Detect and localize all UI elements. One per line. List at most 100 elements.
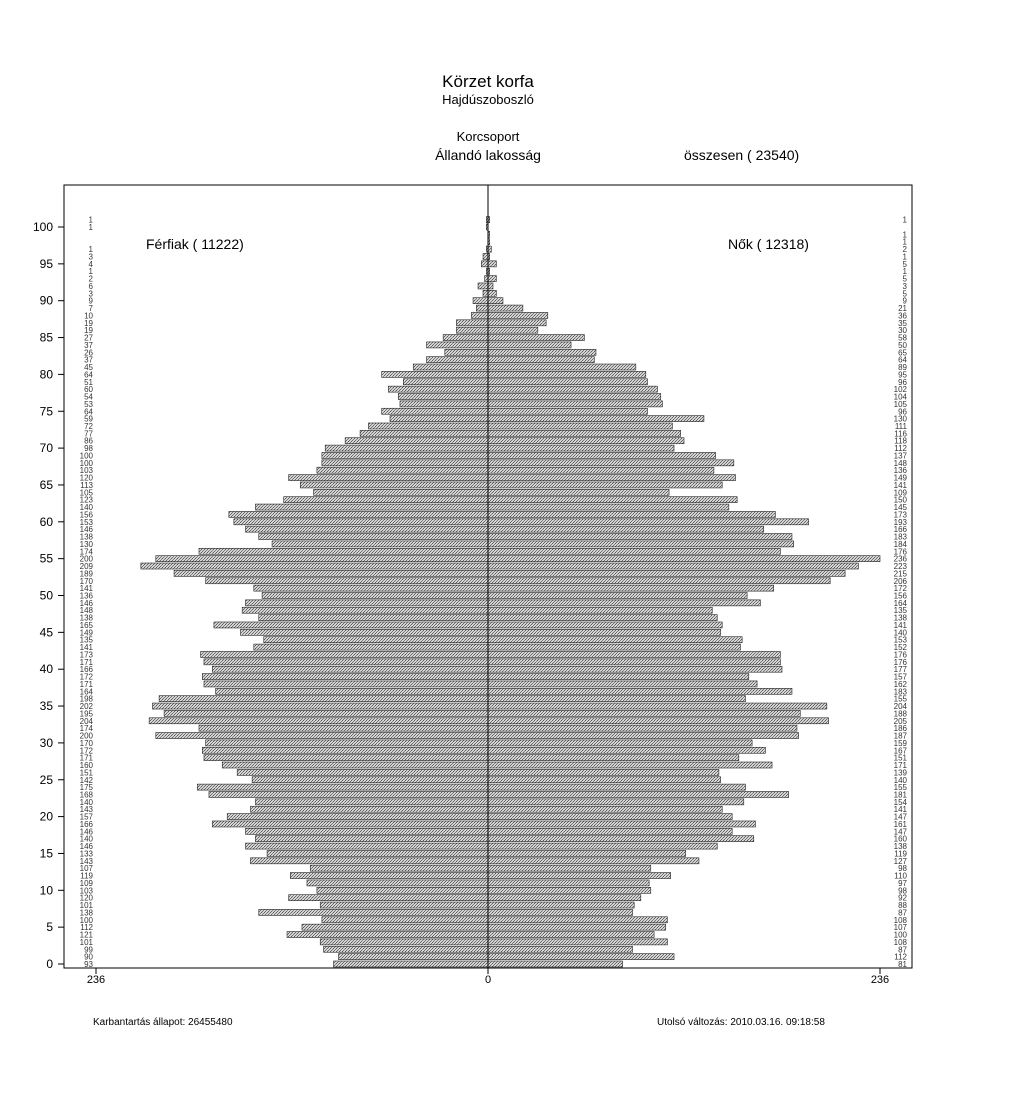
female-bar-age-28 [487, 754, 740, 761]
female-value-age-77: 104 [894, 393, 908, 402]
y-tick-label-15: 15 [40, 846, 54, 860]
y-tick-label-65: 65 [40, 478, 54, 492]
female-value-age-13: 98 [898, 864, 907, 873]
female-value-age-78: 102 [894, 385, 908, 394]
male-value-age-49: 146 [80, 599, 94, 608]
female-value-age-95: 5 [903, 260, 908, 269]
total-label: összesen ( 23540) [684, 147, 800, 163]
female-bar-age-21 [487, 805, 723, 813]
male-value-age-69: 100 [80, 451, 94, 460]
female-bar-age-93 [487, 275, 497, 282]
male-bar-age-82 [426, 356, 489, 363]
female-value-age-44: 153 [894, 636, 908, 645]
female-value-age-101: 1 [903, 216, 908, 225]
female-value-age-34: 188 [894, 709, 908, 718]
female-bar-age-10 [487, 886, 652, 894]
male-value-age-91: 3 [89, 289, 94, 298]
female-bar-age-19 [487, 820, 756, 828]
male-value-age-32: 174 [80, 724, 94, 733]
female-bar-age-18 [487, 828, 733, 835]
female-value-age-24: 155 [894, 783, 908, 792]
female-bar-age-7 [487, 909, 633, 916]
male-bar-age-76 [399, 400, 489, 408]
male-bar-age-15 [266, 850, 489, 857]
y-tick-label-55: 55 [40, 552, 54, 566]
male-value-age-14: 143 [80, 857, 94, 866]
male-value-age-61: 156 [80, 510, 94, 519]
legend-men: Férfiak ( 11222) [146, 236, 244, 252]
female-value-age-55: 236 [894, 555, 908, 564]
male-value-age-27: 160 [80, 761, 94, 770]
female-value-age-12: 110 [894, 872, 907, 881]
male-value-age-12: 119 [80, 872, 93, 881]
female-bar-age-36 [487, 695, 746, 702]
male-value-age-51: 141 [80, 584, 94, 593]
female-bar-age-43 [487, 643, 741, 651]
footer-maintenance-status: Karbantartás állapot: 26455480 [93, 1017, 233, 1028]
female-bar-age-9 [487, 894, 642, 901]
female-value-age-9: 92 [898, 894, 907, 903]
female-value-age-79: 96 [898, 378, 907, 387]
male-bar-age-42 [200, 651, 489, 658]
male-value-age-82: 37 [84, 356, 93, 365]
male-value-age-41: 171 [80, 658, 94, 667]
female-value-age-8: 88 [898, 901, 907, 910]
x-tick-label-0: 236 [87, 974, 105, 986]
male-value-age-84: 37 [84, 341, 93, 350]
male-value-age-37: 164 [80, 687, 94, 696]
male-bar-age-33 [148, 717, 489, 725]
y-tick-label-85: 85 [40, 331, 54, 345]
male-bar-age-68 [321, 459, 489, 467]
male-bar-age-25 [251, 776, 489, 784]
male-bar-age-50 [261, 592, 489, 599]
male-value-age-0: 93 [84, 960, 93, 969]
male-value-age-7: 138 [80, 908, 94, 917]
male-bar-age-43 [253, 643, 489, 651]
male-bar-age-77 [398, 393, 489, 400]
female-bar-age-13 [487, 864, 652, 872]
male-bar-age-40 [211, 665, 489, 673]
female-value-age-92: 3 [903, 282, 908, 291]
male-bar-age-62 [255, 503, 489, 511]
male-value-age-15: 133 [80, 849, 94, 858]
male-value-age-40: 166 [80, 665, 94, 674]
chart-subtitle: Hajdúszoboszló [442, 92, 534, 107]
male-value-age-4: 121 [80, 931, 94, 940]
female-bar-age-90 [487, 297, 504, 305]
male-bar-age-23 [208, 791, 489, 798]
female-bar-age-2 [487, 945, 633, 953]
female-bar-age-82 [487, 356, 595, 363]
female-value-age-2: 87 [898, 945, 907, 954]
female-value-age-71: 118 [894, 437, 907, 446]
y-tick-label-75: 75 [40, 404, 54, 418]
female-value-age-29: 167 [894, 746, 908, 755]
male-value-age-20: 157 [80, 813, 94, 822]
male-value-age-42: 173 [80, 650, 94, 659]
male-value-age-56: 174 [80, 547, 94, 556]
female-value-age-39: 157 [894, 673, 908, 682]
female-value-age-90: 9 [903, 297, 908, 306]
male-value-age-39: 172 [80, 673, 94, 682]
male-value-age-2: 99 [84, 945, 93, 954]
male-value-age-1: 90 [84, 953, 93, 962]
female-bar-age-48 [487, 606, 713, 614]
female-bar-age-49 [487, 599, 761, 607]
female-bar-age-50 [487, 592, 748, 599]
female-bar-age-85 [487, 334, 585, 341]
female-bar-age-3 [487, 938, 668, 946]
female-value-age-65: 141 [894, 481, 908, 490]
female-bar-age-72 [487, 430, 681, 437]
female-bar-age-45 [487, 629, 721, 636]
male-bar-age-65 [300, 481, 489, 489]
male-value-age-44: 135 [80, 636, 94, 645]
male-value-age-8: 101 [80, 901, 94, 910]
female-bar-age-40 [487, 665, 783, 673]
male-value-age-88: 10 [84, 311, 93, 320]
x-axis: 236 0 236 [87, 968, 889, 986]
male-bar-age-67 [316, 466, 489, 474]
male-value-age-76: 53 [84, 400, 93, 409]
female-bar-age-14 [487, 857, 700, 865]
male-value-age-68: 100 [80, 459, 94, 468]
chart-title: Körzet korfa [442, 72, 534, 91]
